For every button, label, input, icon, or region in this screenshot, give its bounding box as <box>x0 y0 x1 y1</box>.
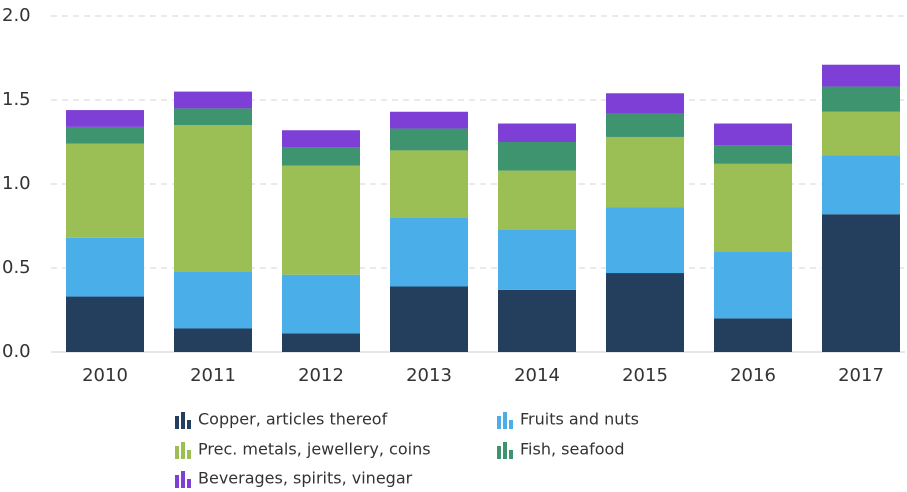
bar-segment <box>822 64 900 87</box>
bar-segment <box>606 273 684 352</box>
legend-icon <box>175 475 179 488</box>
bar-segment <box>822 86 900 112</box>
bar-segment <box>822 155 900 215</box>
bar-segment <box>282 274 360 334</box>
x-tick-label: 2016 <box>730 365 776 386</box>
legend-icon <box>175 416 179 429</box>
bar-segment <box>282 333 360 352</box>
bar-segment <box>174 108 252 126</box>
legend-label: Prec. metals, jewellery, coins <box>198 440 431 459</box>
legend-icon <box>503 442 507 459</box>
legend-icon <box>497 446 501 459</box>
bar-segment <box>390 286 468 352</box>
bar-segment <box>282 147 360 166</box>
legend-label: Copper, articles thereof <box>198 410 388 429</box>
bar-segment <box>66 126 144 144</box>
bar-segment <box>282 165 360 275</box>
y-tick-label: 1.0 <box>2 173 31 194</box>
y-tick-label: 2.0 <box>2 5 31 26</box>
legend-icon <box>181 471 185 488</box>
legend-icon <box>497 416 501 429</box>
bar-segment <box>174 91 252 109</box>
legend-icon <box>187 450 191 459</box>
bar-segment <box>498 229 576 290</box>
x-tick-label: 2013 <box>406 365 452 386</box>
bar-segment <box>174 125 252 272</box>
bar-segment <box>66 110 144 127</box>
bar-segment <box>714 163 792 252</box>
bar-segment <box>390 111 468 129</box>
bar-segment <box>66 296 144 352</box>
legend-icon <box>509 450 513 459</box>
legend-icon <box>181 412 185 429</box>
legend-icon <box>181 442 185 459</box>
bar-segment <box>498 142 576 171</box>
x-tick-label: 2017 <box>838 365 884 386</box>
legend-icon <box>509 420 513 429</box>
bar-segment <box>714 123 792 146</box>
bar-segment <box>606 93 684 114</box>
bar-segment <box>174 271 252 329</box>
bar-segment <box>498 170 576 230</box>
legend-icon <box>175 446 179 459</box>
x-tick-label: 2015 <box>622 365 668 386</box>
legend-icon <box>187 420 191 429</box>
bar-segment <box>282 130 360 148</box>
bar-segment <box>498 289 576 352</box>
bar-segment <box>822 111 900 156</box>
bar-segment <box>606 207 684 274</box>
bar-segment <box>390 150 468 218</box>
bar-segment <box>714 251 792 319</box>
bar-segment <box>390 217 468 287</box>
bar-segment <box>606 113 684 137</box>
x-tick-label: 2012 <box>298 365 344 386</box>
y-tick-label: 1.5 <box>2 89 31 110</box>
legend-label: Fish, seafood <box>520 440 624 459</box>
legend-label: Fruits and nuts <box>520 410 639 429</box>
legend-icon <box>187 479 191 488</box>
bar-segment <box>174 328 252 352</box>
bar-segment <box>714 318 792 352</box>
y-tick-label: 0.0 <box>2 341 31 362</box>
legend-icon <box>503 412 507 429</box>
bar-segment <box>714 145 792 164</box>
bar-segment <box>66 143 144 238</box>
x-tick-label: 2014 <box>514 365 560 386</box>
x-tick-label: 2010 <box>82 365 128 386</box>
bar-segment <box>606 136 684 208</box>
y-tick-label: 0.5 <box>2 257 31 278</box>
bar-segment <box>822 214 900 352</box>
legend-label: Beverages, spirits, vinegar <box>198 469 413 488</box>
x-tick-label: 2011 <box>190 365 236 386</box>
bar-segment <box>66 237 144 297</box>
bar-segment <box>390 128 468 151</box>
bar-segment <box>498 123 576 142</box>
